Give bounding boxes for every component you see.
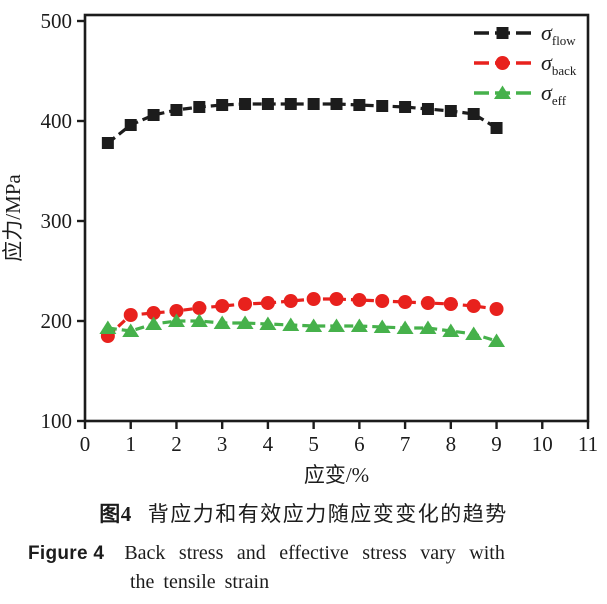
sigma-flow-marker: [147, 109, 160, 121]
plot-frame: [83, 13, 590, 423]
sigma-back-line: [106, 297, 497, 338]
sigma-eff-line: [107, 319, 498, 343]
sigma-eff-marker: [465, 326, 483, 340]
sigma-back-marker: [283, 294, 298, 308]
sigma-eff-marker: [122, 323, 140, 337]
sigma-flow-marker: [376, 100, 389, 112]
sigma-eff-legend-marker: [494, 85, 511, 99]
sigma-flow-marker: [330, 98, 343, 110]
sigma-back-marker: [420, 296, 435, 310]
sigma-flow-marker: [444, 105, 457, 117]
caption-en-figure-label: Figure 4: [28, 543, 105, 564]
sigma-flow-marker: [216, 99, 229, 111]
sigma-back-legend-label: σback: [541, 50, 577, 78]
sigma-flow-legend-marker: [496, 27, 509, 39]
sigma-eff-marker: [396, 320, 414, 334]
caption-chinese: 图4 背应力和有效应力随应变变化的趋势: [0, 498, 607, 528]
x-tick-label: 5: [308, 432, 319, 456]
sigma-flow-marker: [421, 103, 434, 115]
x-tick-label: 6: [354, 432, 365, 456]
sigma-back-marker: [169, 304, 184, 318]
sigma-flow-marker: [307, 98, 320, 110]
caption-en-text: Back stress and effective stress vary wi…: [124, 542, 505, 564]
x-tick-label: 10: [532, 432, 553, 456]
sigma-flow-line: [106, 102, 498, 145]
x-tick-label: 1: [125, 432, 136, 456]
y-tick-label: 100: [41, 409, 73, 433]
sigma-back-marker: [192, 301, 207, 315]
sigma-eff-marker: [282, 317, 300, 331]
sigma-flow-marker: [193, 101, 206, 113]
sigma-eff-marker: [190, 313, 208, 327]
caption-english-line1: Figure 4 Back stress and effective stress…: [28, 542, 505, 565]
sigma-flow-marker: [261, 98, 274, 110]
sigma-back-marker: [238, 297, 253, 311]
x-tick-label: 0: [80, 432, 91, 456]
sigma-eff-marker: [373, 319, 391, 333]
sigma-back-legend-marker: [495, 56, 510, 70]
x-tick-label: 8: [446, 432, 457, 456]
sigma-flow-marker: [490, 122, 503, 134]
sigma-eff-marker: [259, 316, 277, 330]
sigma-back-marker: [146, 306, 161, 320]
sigma-back-marker: [329, 292, 344, 306]
sigma-flow-legend-label: σflow: [541, 20, 576, 48]
sigma-eff-marker: [99, 320, 117, 334]
caption-zh-figure-label: 图4: [99, 502, 132, 526]
sigma-eff-marker: [167, 313, 185, 327]
x-tick-label: 4: [263, 432, 274, 456]
sigma-eff-marker: [442, 323, 460, 337]
sigma-flow-marker: [124, 119, 137, 131]
sigma-back-marker: [398, 295, 413, 309]
sigma-eff-marker: [213, 315, 231, 329]
sigma-back-marker: [306, 292, 321, 306]
sigma-eff-marker: [488, 333, 506, 347]
sigma-flow-marker: [101, 137, 114, 149]
sigma-back-marker: [260, 296, 275, 310]
x-tick-label: 11: [578, 432, 598, 456]
sigma-back-marker: [466, 299, 481, 313]
sigma-eff-legend-label: σeff: [541, 80, 567, 108]
y-tick-label: 300: [41, 209, 73, 233]
sigma-flow-marker: [467, 108, 480, 120]
sigma-eff-marker: [328, 318, 345, 332]
sigma-flow-marker: [399, 101, 412, 113]
y-axis-title: 应力/MPa: [1, 174, 25, 262]
x-tick-label: 2: [171, 432, 182, 456]
sigma-flow-marker: [284, 98, 297, 110]
sigma-flow-marker: [239, 98, 252, 110]
x-axis-title: 应变/%: [304, 463, 369, 487]
sigma-eff-marker: [236, 315, 254, 329]
sigma-flow-marker: [353, 99, 366, 111]
caption-english-line2: the tensile strain: [130, 571, 270, 593]
y-tick-label: 200: [41, 309, 73, 333]
stress-strain-chart: 100 200 300 400 500 0 1 2 3 4 5 6 7 8 9 10 11 应力/MPa 应变/% σ…: [1, 9, 598, 487]
x-tick-label: 9: [491, 432, 502, 456]
x-tick-label: 7: [400, 432, 411, 456]
sigma-back-marker: [489, 302, 504, 316]
sigma-eff-marker: [145, 316, 163, 330]
sigma-back-marker: [215, 299, 230, 313]
sigma-back-marker: [375, 294, 390, 308]
sigma-eff-marker: [419, 320, 437, 334]
caption-zh-text: 背应力和有效应力随应变变化的趋势: [147, 502, 508, 526]
sigma-back-marker: [352, 293, 367, 307]
sigma-flow-marker: [170, 104, 183, 116]
x-tick-label: 3: [217, 432, 228, 456]
sigma-back-marker: [123, 308, 138, 322]
sigma-eff-marker: [305, 318, 323, 332]
y-tick-label: 500: [41, 9, 73, 33]
y-tick-label: 400: [41, 109, 73, 133]
sigma-eff-marker: [350, 318, 368, 332]
sigma-back-marker: [443, 297, 458, 311]
